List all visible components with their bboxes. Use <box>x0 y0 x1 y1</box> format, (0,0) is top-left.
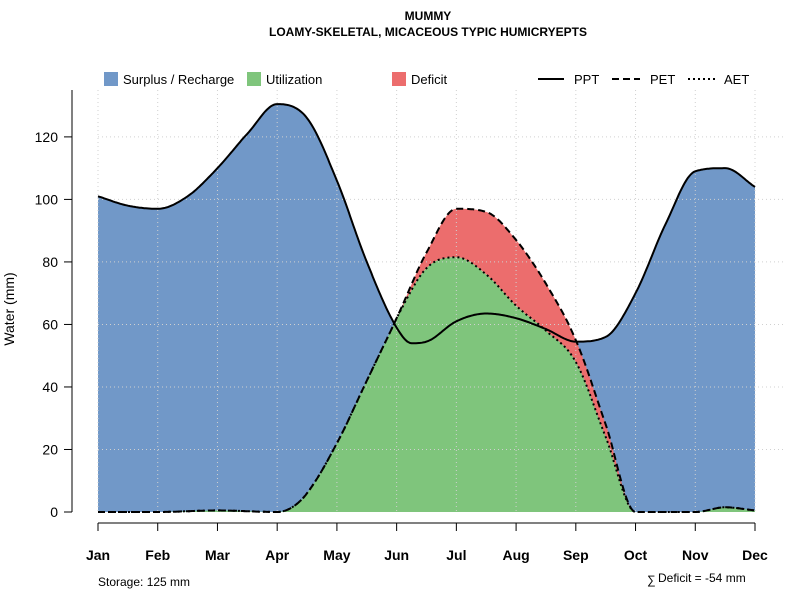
x-tick-label: Mar <box>205 547 230 563</box>
x-tick-label: Aug <box>502 547 529 563</box>
x-tick-label: Feb <box>145 547 170 563</box>
legend-label-deficit: Deficit <box>411 72 448 87</box>
series-lines <box>97 103 756 513</box>
x-tick-label: Oct <box>624 547 648 563</box>
storage-note: Storage: 125 mm <box>98 575 190 589</box>
y-tick-label: 20 <box>42 441 58 457</box>
legend-label-ppt: PPT <box>574 72 599 87</box>
series-line-ppt <box>97 103 756 345</box>
y-tick-label: 60 <box>42 316 58 332</box>
x-tick-label: Jul <box>446 547 466 563</box>
x-tick-label: May <box>323 547 350 563</box>
x-tick-label: Jun <box>384 547 409 563</box>
legend-label-surplus: Surplus / Recharge <box>123 72 234 87</box>
y-tick-label: 100 <box>35 191 59 207</box>
y-tick-label: 40 <box>42 379 58 395</box>
x-tick-label: Sep <box>563 547 589 563</box>
legend-swatch-deficit <box>392 72 406 86</box>
deficit-note: Deficit = -54 mm <box>658 571 746 585</box>
x-tick-label: Jan <box>86 547 110 563</box>
legend: Surplus / Recharge Utilization Deficit P… <box>104 72 749 87</box>
legend-label-aet: AET <box>724 72 749 87</box>
y-tick-label: 0 <box>50 504 58 520</box>
y-axis-label: Water (mm) <box>1 272 17 345</box>
legend-label-utilization: Utilization <box>266 72 322 87</box>
series-line-aet <box>98 256 756 513</box>
x-tick-label: Nov <box>682 547 709 563</box>
deficit-sum-symbol: ∑ <box>647 573 656 587</box>
chart-subtitle: LOAMY-SKELETAL, MICACEOUS TYPIC HUMICRYE… <box>269 25 587 39</box>
x-tick-label: Apr <box>265 547 290 563</box>
y-tick-label: 80 <box>42 254 58 270</box>
legend-swatch-utilization <box>247 72 261 86</box>
x-tick-label: Dec <box>742 547 768 563</box>
chart-title: MUMMY <box>405 9 452 23</box>
legend-label-pet: PET <box>650 72 675 87</box>
legend-swatch-surplus <box>104 72 118 86</box>
series-line-pet <box>98 207 756 513</box>
y-tick-label: 120 <box>35 129 59 145</box>
area-layer <box>98 104 755 513</box>
axes: 0 20 40 60 80 100 120 Jan Feb Mar Apr May Jun Jul Aug S… <box>35 90 768 563</box>
utilization-area <box>98 257 755 512</box>
